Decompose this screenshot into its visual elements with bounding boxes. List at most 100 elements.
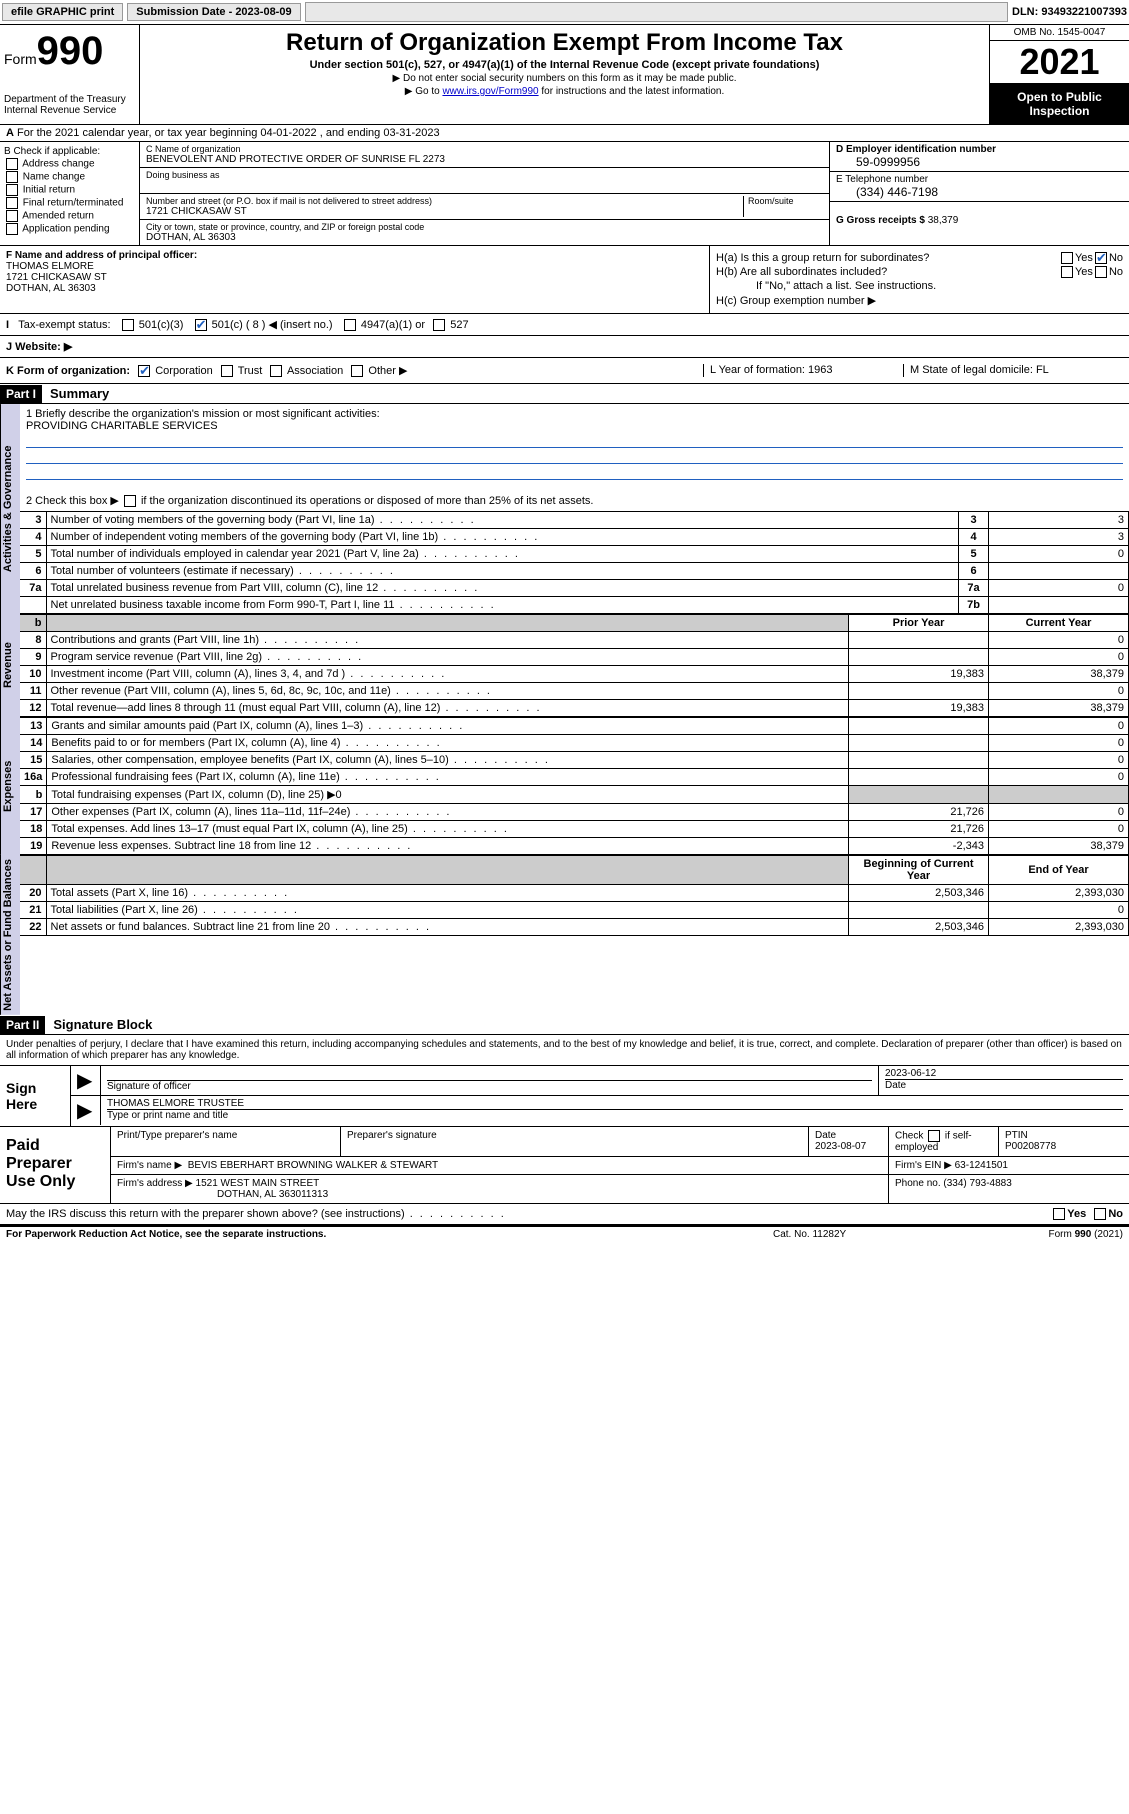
part1-body: Activities & Governance 1 Briefly descri… — [0, 404, 1129, 614]
table-row: 16aProfessional fundraising fees (Part I… — [20, 769, 1129, 786]
form-header: Form990 Department of the Treasury Inter… — [0, 25, 1129, 125]
chk-4947[interactable] — [344, 319, 356, 331]
prep-date-lab: Date — [815, 1130, 836, 1141]
chk-name-change[interactable]: Name change — [4, 171, 135, 183]
row-a-text: For the 2021 calendar year, or tax year … — [17, 127, 440, 139]
irs-link[interactable]: www.irs.gov/Form990 — [442, 86, 538, 97]
sig-row1: ▶ Signature of officer 2023-06-12 Date — [71, 1066, 1129, 1096]
officer-addr1: 1721 CHICKASAW ST — [6, 272, 107, 283]
chk-other[interactable] — [351, 365, 363, 377]
firm-name: BEVIS EBERHART BROWNING WALKER & STEWART — [188, 1160, 438, 1171]
may-yes-checkbox[interactable] — [1053, 1208, 1065, 1220]
irs-label: Internal Revenue Service — [4, 105, 135, 116]
mission-text: PROVIDING CHARITABLE SERVICES — [26, 420, 1123, 432]
sig-date-cell: 2023-06-12 Date — [879, 1066, 1129, 1095]
org-name-label: C Name of organization — [146, 144, 823, 154]
row-j: J Website: ▶ — [0, 336, 1129, 358]
o3: 4947(a)(1) or — [361, 319, 425, 331]
gross-label: G Gross receipts $ — [836, 215, 925, 226]
hb-label: H(b) Are all subordinates included? — [716, 266, 1059, 278]
sig-date-label: Date — [885, 1079, 1123, 1091]
tax-year: 2021 — [990, 41, 1129, 84]
paid-preparer-grid: Paid Preparer Use Only Print/Type prepar… — [0, 1127, 1129, 1204]
part1-badge: Part I — [0, 385, 42, 403]
omb-label: OMB No. 1545-0047 — [990, 25, 1129, 41]
dept-label: Department of the Treasury — [4, 94, 135, 105]
table-row: 8Contributions and grants (Part VIII, li… — [20, 632, 1129, 649]
blank-line — [26, 466, 1123, 480]
net-table: Beginning of Current YearEnd of Year20To… — [20, 855, 1129, 936]
q2-post: if the organization discontinued its ope… — [141, 495, 594, 507]
table-header: bPrior YearCurrent Year — [20, 615, 1129, 632]
section-bcdeg: B Check if applicable: Address change Na… — [0, 142, 1129, 246]
hb-yes-checkbox[interactable] — [1061, 266, 1073, 278]
chk-self-employed[interactable] — [928, 1130, 940, 1142]
efile-button[interactable]: efile GRAPHIC print — [2, 3, 123, 21]
phone-lab: Phone no. — [895, 1178, 941, 1189]
row-l: L Year of formation: 1963 — [703, 364, 903, 377]
website-label: J Website: ▶ — [6, 341, 72, 353]
box-f-label: F Name and address of principal officer: — [6, 250, 197, 261]
header-right: OMB No. 1545-0047 2021 Open to Public In… — [989, 25, 1129, 124]
ha-no-checkbox[interactable] — [1095, 252, 1107, 264]
chk-501c3[interactable] — [122, 319, 134, 331]
gross-value: 38,379 — [928, 215, 959, 226]
ptin-lab: PTIN — [1005, 1130, 1028, 1141]
ein-cell: D Employer identification number 59-0999… — [830, 142, 1129, 172]
city-cell: City or town, state or province, country… — [140, 220, 829, 245]
form-subtitle: Under section 501(c), 527, or 4947(a)(1)… — [148, 59, 981, 71]
ha-label: H(a) Is this a group return for subordin… — [716, 252, 1059, 264]
chk-final-return[interactable]: Final return/terminated — [4, 197, 135, 209]
addr-value: 1721 CHICKASAW ST — [146, 206, 743, 217]
may-discuss-row: May the IRS discuss this return with the… — [0, 1204, 1129, 1226]
ha-yes-checkbox[interactable] — [1061, 252, 1073, 264]
chk-527[interactable] — [433, 319, 445, 331]
ein-label: D Employer identification number — [836, 144, 996, 155]
prep-name-lab: Print/Type preparer's name — [111, 1127, 341, 1156]
may-no-checkbox[interactable] — [1094, 1208, 1106, 1220]
part2-header: Part II Signature Block — [0, 1015, 1129, 1035]
table-row: 11Other revenue (Part VIII, column (A), … — [20, 683, 1129, 700]
hb-no-checkbox[interactable] — [1095, 266, 1107, 278]
table-row: 13Grants and similar amounts paid (Part … — [20, 718, 1129, 735]
table-row: 15Salaries, other compensation, employee… — [20, 752, 1129, 769]
firm-addr-cell: Firm's address ▶ 1521 WEST MAIN STREET D… — [111, 1175, 889, 1203]
mission-block: 1 Briefly describe the organization's mi… — [20, 404, 1129, 511]
revenue-section: Revenue bPrior YearCurrent Year8Contribu… — [0, 614, 1129, 717]
firm-name-cell: Firm's name ▶ BEVIS EBERHART BROWNING WA… — [111, 1157, 889, 1174]
dba-label: Doing business as — [146, 170, 823, 180]
mission-q: 1 Briefly describe the organization's mi… — [26, 408, 1123, 420]
tax-status-label: Tax-exempt status: — [18, 319, 110, 331]
addr2: DOTHAN, AL 363011313 — [117, 1189, 328, 1200]
chk-discontinued[interactable] — [124, 495, 136, 507]
submission-date-button[interactable]: Submission Date - 2023-08-09 — [127, 3, 300, 21]
chk-assoc[interactable] — [270, 365, 282, 377]
prep-date-val: 2023-08-07 — [815, 1141, 866, 1152]
arrow-icon: ▶ — [71, 1096, 101, 1125]
chk-application-pending[interactable]: Application pending — [4, 223, 135, 235]
org-name-cell: C Name of organization BENEVOLENT AND PR… — [140, 142, 829, 168]
no-lab: No — [1109, 266, 1123, 278]
sign-here-right: ▶ Signature of officer 2023-06-12 Date ▶… — [70, 1066, 1129, 1126]
table-row: 6Total number of volunteers (estimate if… — [20, 563, 1129, 580]
ha-line: H(a) Is this a group return for subordin… — [716, 252, 1123, 264]
part2-title: Signature Block — [45, 1015, 160, 1034]
table-row: Net unrelated business taxable income fr… — [20, 597, 1129, 614]
exp-content: 13Grants and similar amounts paid (Part … — [20, 717, 1129, 855]
chk-501c[interactable] — [195, 319, 207, 331]
no-lab: No — [1109, 252, 1123, 264]
chk-corp[interactable] — [138, 365, 150, 377]
form-title: Return of Organization Exempt From Incom… — [148, 29, 981, 57]
o4: 527 — [450, 319, 468, 331]
chk-amended-return[interactable]: Amended return — [4, 210, 135, 222]
chk-trust[interactable] — [221, 365, 233, 377]
chk-initial-return[interactable]: Initial return — [4, 184, 135, 196]
arrow-icon: ▶ — [71, 1066, 101, 1095]
firm-lab: Firm's name ▶ — [117, 1160, 182, 1171]
box-b: B Check if applicable: Address change Na… — [0, 142, 140, 245]
header-left: Form990 Department of the Treasury Inter… — [0, 25, 140, 124]
tab-netassets: Net Assets or Fund Balances — [0, 855, 20, 1015]
chk-address-change[interactable]: Address change — [4, 158, 135, 170]
blank-line — [26, 450, 1123, 464]
header-center: Return of Organization Exempt From Incom… — [140, 25, 989, 124]
